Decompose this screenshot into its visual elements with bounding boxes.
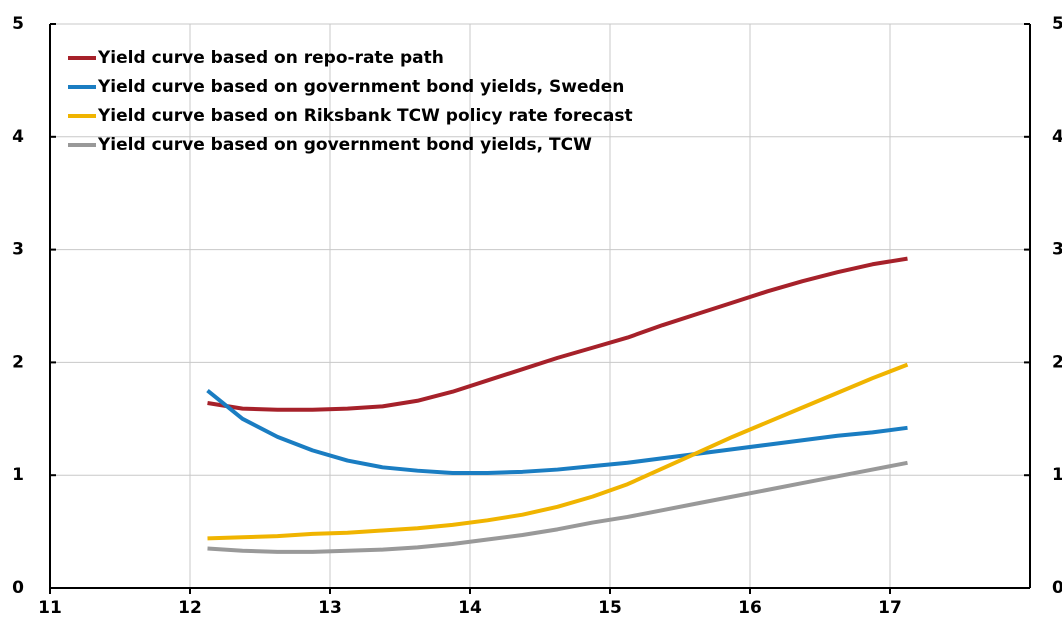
y2-tick-label: 0 bbox=[1052, 578, 1062, 598]
y2-tick-label: 2 bbox=[1052, 352, 1062, 372]
x-tick-label: 15 bbox=[598, 598, 622, 618]
x-tick-label: 13 bbox=[318, 598, 342, 618]
legend-label: Yield curve based on government bond yie… bbox=[97, 135, 592, 155]
y2-tick-label: 1 bbox=[1052, 465, 1062, 485]
legend-label: Yield curve based on government bond yie… bbox=[97, 77, 624, 97]
x-tick-label: 12 bbox=[178, 598, 202, 618]
x-tick-label: 16 bbox=[738, 598, 762, 618]
series-line bbox=[207, 256, 908, 412]
legend-label: Yield curve based on Riksbank TCW policy… bbox=[97, 106, 633, 126]
series-line bbox=[206, 389, 908, 475]
y2-tick-label: 5 bbox=[1052, 14, 1062, 34]
x-tick-label: 17 bbox=[878, 598, 902, 618]
y-tick-label: 1 bbox=[12, 465, 24, 485]
y-tick-label: 5 bbox=[12, 14, 24, 34]
legend-label: Yield curve based on repo-rate path bbox=[97, 48, 444, 68]
x-tick-label: 11 bbox=[38, 598, 62, 618]
y-tick-label: 4 bbox=[12, 127, 24, 147]
y2-tick-label: 3 bbox=[1052, 240, 1062, 260]
y-tick-label: 0 bbox=[12, 578, 24, 598]
series-line bbox=[207, 460, 908, 554]
y2-tick-label: 4 bbox=[1052, 127, 1062, 147]
y-tick-label: 2 bbox=[12, 352, 24, 372]
x-tick-label: 14 bbox=[458, 598, 482, 618]
series-line bbox=[207, 362, 909, 541]
y-tick-label: 3 bbox=[12, 240, 24, 260]
